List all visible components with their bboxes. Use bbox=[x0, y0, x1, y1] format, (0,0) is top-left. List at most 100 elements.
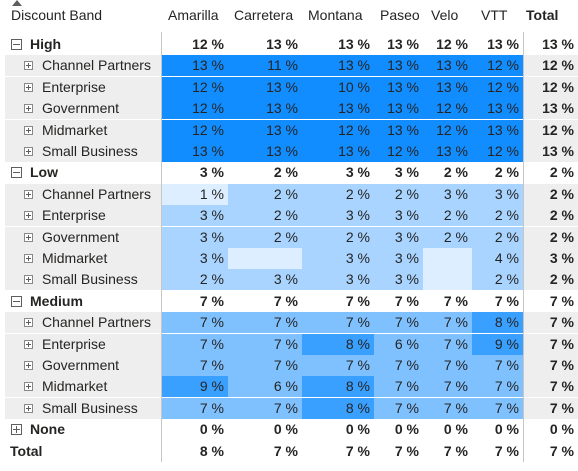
value-cell-carretera[interactable]: 13 % bbox=[228, 141, 302, 162]
value-cell-paseo[interactable]: 3 % bbox=[374, 269, 423, 291]
value-cell-amarilla[interactable]: 7 % bbox=[162, 355, 228, 376]
value-cell-montana[interactable]: 8 % bbox=[302, 376, 374, 398]
row-total-cell[interactable]: 13 % bbox=[524, 141, 578, 162]
row-total-cell[interactable]: 7 % bbox=[524, 312, 578, 334]
value-cell-carretera[interactable]: 7 % bbox=[228, 333, 302, 355]
value-cell-montana[interactable]: 13 % bbox=[302, 55, 374, 77]
value-cell-paseo[interactable]: 13 % bbox=[387, 36, 419, 52]
value-cell-amarilla[interactable]: 7 % bbox=[162, 333, 228, 355]
value-cell-vtt[interactable]: 4 % bbox=[472, 248, 523, 269]
value-cell-carretera[interactable]: 11 % bbox=[228, 55, 302, 77]
row-total-cell[interactable]: 7 % bbox=[524, 333, 578, 355]
value-cell-velo[interactable]: 7 % bbox=[423, 333, 472, 355]
value-cell-vtt[interactable]: 2 % bbox=[494, 164, 519, 181]
child-row-government[interactable]: Government 3 % 2 % 2 % 3 % 2 % 2 % 2 % bbox=[0, 226, 578, 248]
value-cell-carretera[interactable]: 6 % bbox=[228, 376, 302, 398]
value-cell-velo[interactable]: 7 % bbox=[423, 397, 472, 419]
value-cell-montana[interactable]: 13 % bbox=[302, 98, 374, 120]
row-total-cell[interactable]: 7 % bbox=[524, 397, 578, 419]
value-cell-carretera[interactable]: 3 % bbox=[228, 269, 302, 291]
row-total-cell[interactable]: 12 % bbox=[524, 55, 578, 77]
child-row-small-business[interactable]: Small Business 13 % 13 % 13 % 12 % 13 % 12 % 13… bbox=[0, 141, 578, 162]
value-cell-velo[interactable]: 7 % bbox=[423, 376, 472, 398]
column-header-total[interactable]: Total bbox=[526, 7, 559, 23]
value-cell-velo[interactable]: 7 % bbox=[423, 355, 472, 376]
group-row-medium[interactable]: Medium 7 % 7 % 7 % 7 % 7 % 7 % 7 % bbox=[0, 291, 578, 312]
expand-icon[interactable] bbox=[24, 232, 33, 242]
value-cell-velo[interactable]: 12 % bbox=[423, 119, 472, 141]
row-total-cell[interactable]: 7 % bbox=[549, 292, 574, 309]
group-row-high[interactable]: High 12 % 13 % 13 % 13 % 12 % 13 % 13 % bbox=[0, 34, 578, 55]
value-cell-carretera[interactable]: 13 % bbox=[266, 36, 298, 52]
child-row-channel-partners[interactable]: Channel Partners 1 % 2 % 2 % 2 % 3 % 3 % 2 % bbox=[0, 183, 578, 205]
value-cell-montana[interactable]: 13 % bbox=[338, 36, 370, 52]
row-total-cell[interactable]: 12 % bbox=[524, 76, 578, 98]
child-row-government[interactable]: Government 7 % 7 % 7 % 7 % 7 % 7 % 7 % bbox=[0, 355, 578, 376]
value-cell-amarilla[interactable]: 7 % bbox=[199, 292, 224, 309]
value-cell-carretera[interactable]: 13 % bbox=[228, 76, 302, 98]
column-header-vtt[interactable]: VTT bbox=[481, 7, 508, 23]
value-cell-carretera[interactable]: 2 % bbox=[228, 205, 302, 227]
value-cell-amarilla[interactable]: 3 % bbox=[162, 226, 228, 248]
collapse-icon[interactable] bbox=[11, 39, 22, 50]
value-cell-vtt[interactable]: 7 % bbox=[472, 355, 523, 376]
value-cell-vtt[interactable]: 2 % bbox=[472, 226, 523, 248]
expand-icon[interactable] bbox=[24, 318, 33, 328]
value-cell-vtt[interactable]: 13 % bbox=[487, 36, 519, 52]
value-cell-vtt[interactable]: 13 % bbox=[472, 98, 523, 120]
value-cell-carretera[interactable]: 13 % bbox=[228, 98, 302, 120]
value-cell-carretera[interactable] bbox=[228, 248, 302, 269]
value-cell-vtt[interactable]: 12 % bbox=[472, 76, 523, 98]
value-cell-montana[interactable]: 2 % bbox=[302, 226, 374, 248]
value-cell-vtt[interactable]: 7 % bbox=[472, 376, 523, 398]
child-row-small-business[interactable]: Small Business 7 % 7 % 8 % 7 % 7 % 7 % 7 % bbox=[0, 397, 578, 419]
value-cell-carretera[interactable]: 2 % bbox=[228, 183, 302, 205]
value-cell-velo[interactable]: 2 % bbox=[423, 226, 472, 248]
expand-icon[interactable] bbox=[24, 339, 33, 349]
expand-icon[interactable] bbox=[24, 275, 33, 285]
group-row-low[interactable]: Low 3 % 2 % 3 % 3 % 2 % 2 % 2 % bbox=[0, 162, 578, 183]
value-cell-vtt[interactable]: 0 % bbox=[494, 421, 519, 438]
expand-icon[interactable] bbox=[11, 424, 22, 436]
value-cell-amarilla[interactable]: 13 % bbox=[162, 55, 228, 77]
value-cell-montana[interactable]: 7 % bbox=[345, 292, 370, 309]
value-cell-montana[interactable]: 3 % bbox=[345, 164, 370, 181]
value-cell-amarilla[interactable]: 3 % bbox=[162, 248, 228, 269]
child-row-small-business[interactable]: Small Business 2 % 3 % 3 % 3 % 2 % 2 % bbox=[0, 269, 578, 291]
value-cell-vtt[interactable]: 7 % bbox=[494, 292, 519, 309]
value-cell-amarilla[interactable]: 9 % bbox=[162, 376, 228, 398]
value-cell-paseo[interactable]: 0 % bbox=[394, 421, 419, 438]
child-row-channel-partners[interactable]: Channel Partners 7 % 7 % 7 % 7 % 7 % 8 % 7 % bbox=[0, 312, 578, 334]
row-total-cell[interactable]: 2 % bbox=[549, 164, 574, 181]
value-cell-montana[interactable]: 0 % bbox=[345, 421, 370, 438]
value-cell-velo[interactable]: 12 % bbox=[423, 98, 472, 120]
value-cell-paseo[interactable]: 6 % bbox=[374, 333, 423, 355]
value-cell-paseo[interactable]: 3 % bbox=[394, 164, 419, 181]
expand-icon[interactable] bbox=[24, 382, 33, 392]
value-cell-vtt[interactable]: 13 % bbox=[472, 119, 523, 141]
expand-icon[interactable] bbox=[24, 61, 33, 71]
value-cell-paseo[interactable]: 3 % bbox=[374, 205, 423, 227]
expand-icon[interactable] bbox=[24, 82, 33, 92]
column-header-velo[interactable]: Velo bbox=[431, 7, 459, 23]
value-cell-velo[interactable]: 13 % bbox=[423, 141, 472, 162]
child-row-channel-partners[interactable]: Channel Partners 13 % 11 % 13 % 13 % 13 % 12 %… bbox=[0, 55, 578, 77]
value-cell-paseo[interactable]: 7 % bbox=[374, 376, 423, 398]
expand-icon[interactable] bbox=[24, 125, 33, 135]
value-cell-velo[interactable]: 12 % bbox=[436, 36, 468, 52]
value-cell-velo[interactable]: 13 % bbox=[423, 55, 472, 77]
value-cell-carretera[interactable]: 0 % bbox=[273, 421, 298, 438]
value-cell-amarilla[interactable]: 3 % bbox=[162, 205, 228, 227]
value-cell-vtt[interactable]: 7 % bbox=[494, 442, 519, 459]
row-total-cell[interactable]: 2 % bbox=[524, 205, 578, 227]
value-cell-vtt[interactable]: 7 % bbox=[472, 397, 523, 419]
value-cell-amarilla[interactable]: 12 % bbox=[192, 36, 224, 52]
value-cell-montana[interactable]: 3 % bbox=[302, 248, 374, 269]
column-header-paseo[interactable]: Paseo bbox=[380, 7, 420, 23]
child-row-midmarket[interactable]: Midmarket 12 % 13 % 12 % 13 % 12 % 13 % 12 % bbox=[0, 119, 578, 141]
value-cell-vtt[interactable]: 9 % bbox=[472, 333, 523, 355]
value-cell-carretera[interactable]: 2 % bbox=[273, 164, 298, 181]
value-cell-carretera[interactable]: 7 % bbox=[228, 355, 302, 376]
row-total-cell[interactable]: 0 % bbox=[549, 421, 574, 438]
value-cell-montana[interactable]: 3 % bbox=[302, 269, 374, 291]
